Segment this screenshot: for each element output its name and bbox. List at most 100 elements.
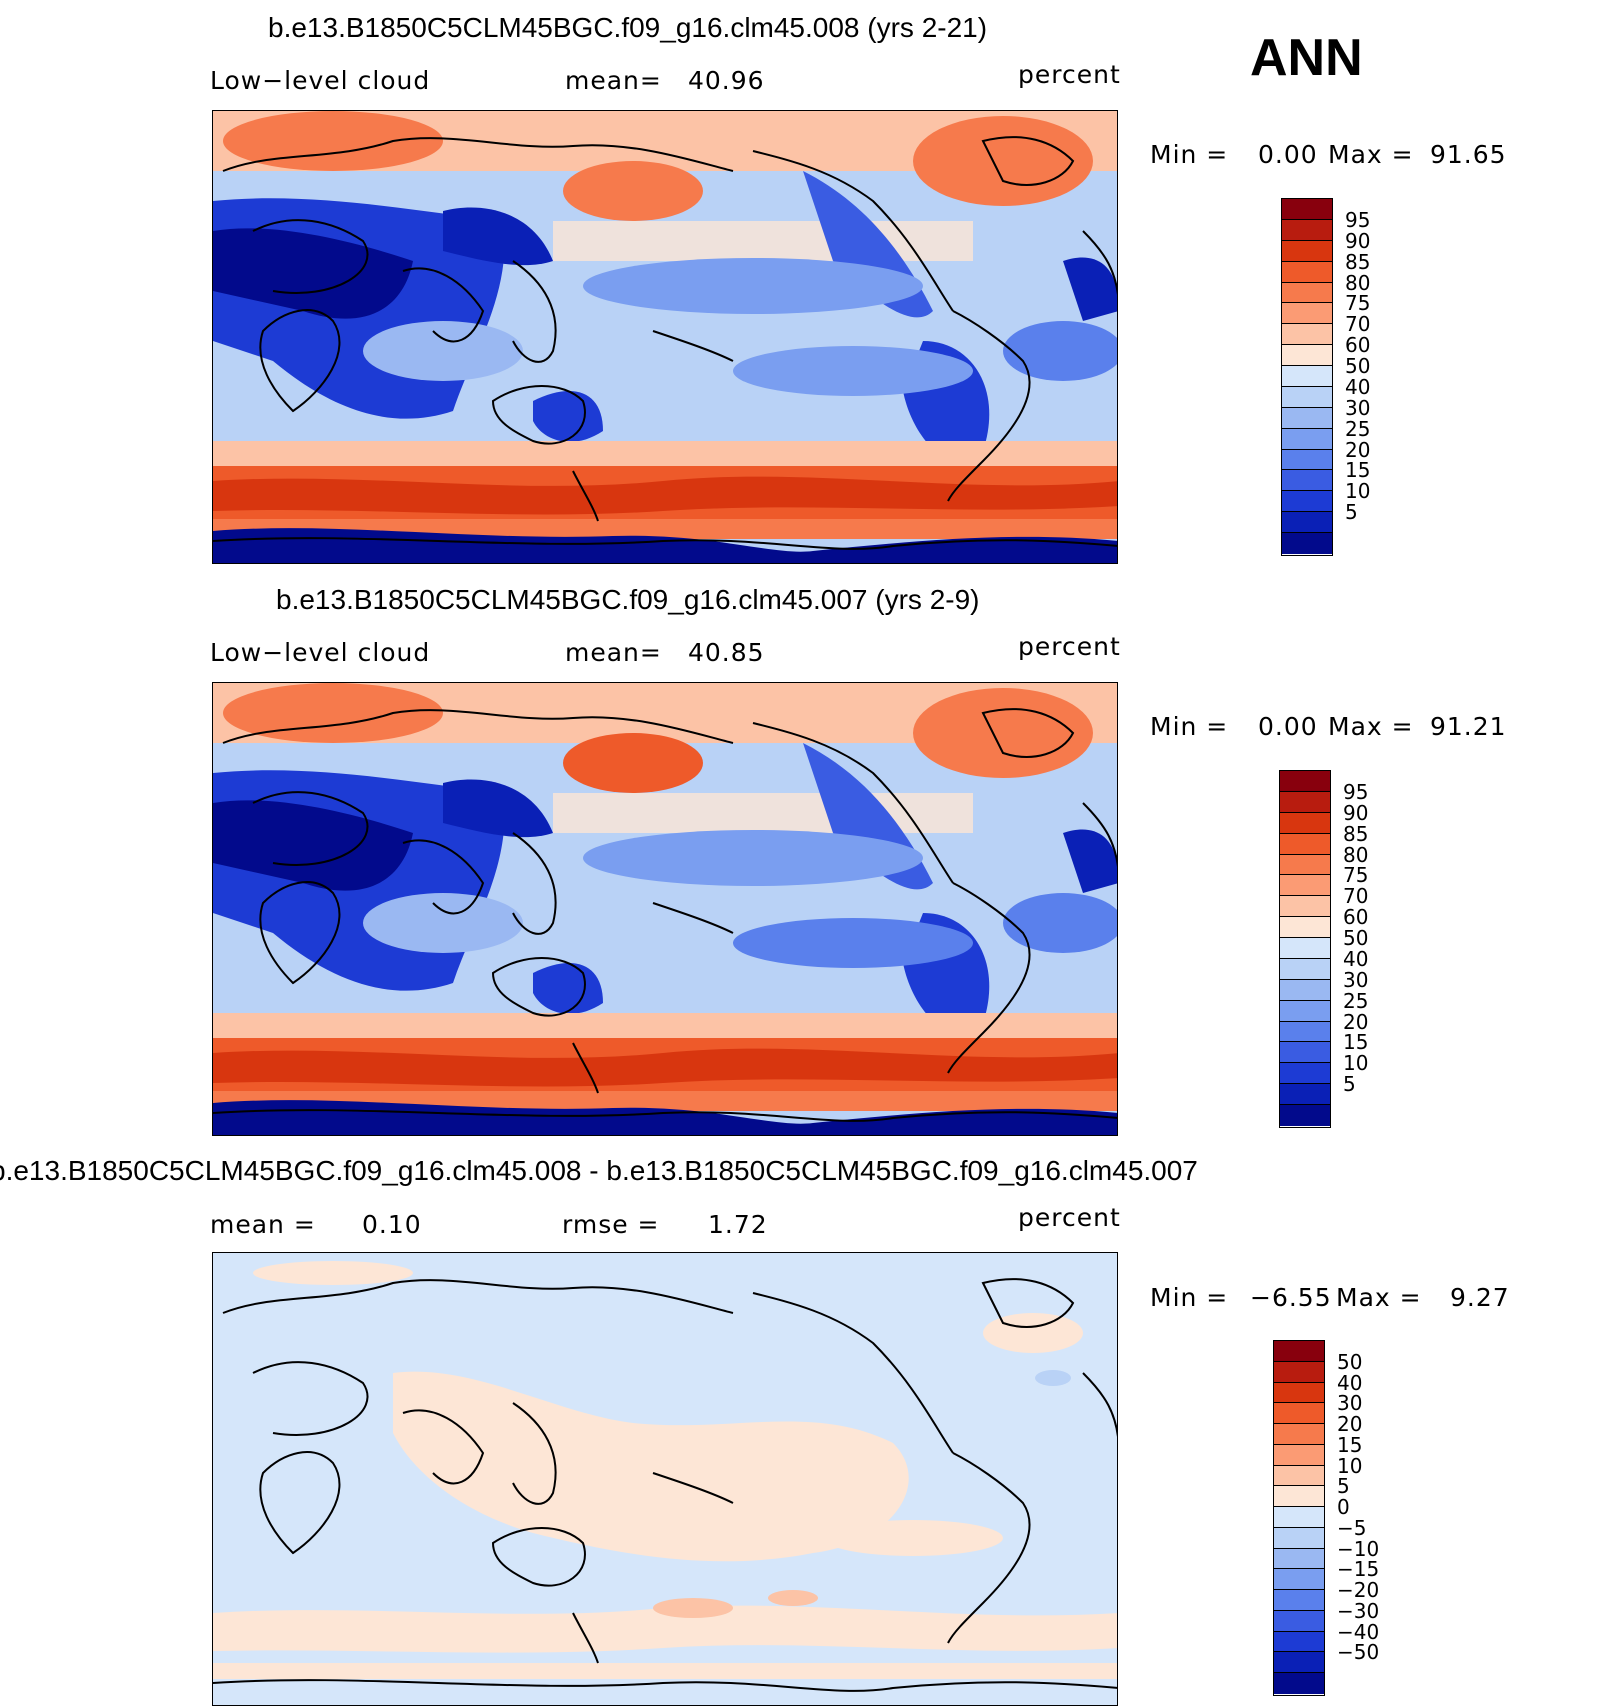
colorbar-swatch [1282, 303, 1332, 325]
colorbar-tick-label: 80 [1345, 270, 1371, 295]
colorbar-swatch [1282, 282, 1332, 304]
colorbar-swatch [1282, 533, 1332, 554]
colorbar-tick-label: −20 [1337, 1578, 1380, 1603]
colorbar-tick-label: −50 [1337, 1640, 1380, 1665]
colorbar-tick-label: 95 [1345, 207, 1371, 232]
colorbar-swatch [1282, 240, 1332, 262]
panel2-field-label: Low−level cloud [210, 638, 431, 667]
colorbar-swatch [1280, 833, 1330, 855]
colorbar-swatch [1280, 791, 1330, 813]
panel2-min-label: Min = [1150, 712, 1229, 741]
colorbar-tick-label: 20 [1345, 437, 1371, 462]
colorbar-tick-label: 40 [1345, 374, 1371, 399]
colorbar-tick-label: 85 [1343, 821, 1369, 846]
colorbar-swatch [1280, 917, 1330, 938]
colorbar-swatch [1274, 1403, 1324, 1424]
colorbar-tick-label: 50 [1343, 926, 1369, 951]
colorbar-tick-label: 40 [1343, 946, 1369, 971]
panel1-min-value: 0.00 [1258, 140, 1318, 169]
colorbar-swatch [1280, 979, 1330, 1001]
panel3-mean-value: 0.10 [362, 1210, 422, 1239]
colorbar-swatch [1282, 512, 1332, 533]
colorbar-swatch [1274, 1382, 1324, 1404]
colorbar-swatch [1274, 1673, 1324, 1694]
panel2-max-label: Max = [1328, 712, 1414, 741]
colorbar-swatch [1282, 324, 1332, 346]
colorbar-tick-label: 25 [1345, 416, 1371, 441]
panel3-rmse-value: 1.72 [708, 1210, 768, 1239]
colorbar-swatch [1274, 1444, 1324, 1466]
colorbar-swatch [1282, 407, 1332, 429]
panel3-mean-label: mean = [210, 1210, 316, 1239]
panel1-map [212, 110, 1118, 564]
colorbar-swatch [1282, 386, 1332, 408]
colorbar-swatch [1274, 1569, 1324, 1590]
panel1-field-label: Low−level cloud [210, 66, 431, 95]
colorbar-swatch [1274, 1424, 1324, 1445]
panel1-units: percent [1018, 60, 1121, 89]
colorbar-tick-label: 30 [1345, 395, 1371, 420]
colorbar-swatch [1280, 875, 1330, 897]
colorbar-swatch [1280, 958, 1330, 980]
colorbar-tick-label: 40 [1337, 1370, 1363, 1395]
panel2-map [212, 682, 1118, 1136]
colorbar-swatch [1280, 854, 1330, 876]
colorbar-swatch [1280, 1084, 1330, 1105]
panel2-mean-value: 40.85 [688, 638, 765, 667]
colorbar-tick-label: 50 [1337, 1349, 1363, 1374]
colorbar-tick-label: −40 [1337, 1619, 1380, 1644]
panel1-mean-value: 40.96 [688, 66, 765, 95]
colorbar-swatch [1274, 1590, 1324, 1611]
panel2-mean-label: mean= [565, 638, 662, 667]
colorbar-tick-label: 5 [1337, 1474, 1350, 1499]
panel1-max-value: 91.65 [1430, 140, 1507, 169]
colorbar-swatch [1274, 1527, 1324, 1549]
colorbar-swatch [1280, 1021, 1330, 1043]
panel3-max-label: Max = [1336, 1283, 1422, 1312]
panel1-max-label: Max = [1328, 140, 1414, 169]
colorbar-swatch [1274, 1341, 1324, 1362]
colorbar-swatch [1274, 1486, 1324, 1507]
panel3-min-value: −6.55 [1250, 1283, 1332, 1312]
colorbar-tick-label: 10 [1345, 479, 1371, 504]
colorbar-swatch [1280, 1000, 1330, 1022]
colorbar-tick-label: 30 [1337, 1391, 1363, 1416]
colorbar-tick-label: 0 [1337, 1495, 1350, 1520]
colorbar-tick-label: 85 [1345, 249, 1371, 274]
colorbar-swatch [1282, 199, 1332, 220]
panel3-title: b.e13.B1850C5CLM45BGC.f09_g16.clm45.008 … [0, 1155, 1198, 1186]
colorbar-tick-label: 20 [1337, 1412, 1363, 1437]
colorbar-swatch [1280, 1042, 1330, 1064]
panel3-max-value: 9.27 [1450, 1283, 1510, 1312]
colorbar-tick-label: 90 [1345, 228, 1371, 253]
colorbar-tick-label: 70 [1345, 312, 1371, 337]
colorbar-tick-label: 20 [1343, 1009, 1369, 1034]
colorbar-swatch [1282, 449, 1332, 471]
colorbar-tick-label: −10 [1337, 1536, 1380, 1561]
season-label: ANN [1250, 29, 1363, 87]
colorbar-tick-label: 95 [1343, 779, 1369, 804]
colorbar-swatch [1274, 1548, 1324, 1570]
colorbar-swatch [1274, 1465, 1324, 1487]
colorbar-swatch [1274, 1631, 1324, 1653]
colorbar-swatch [1282, 261, 1332, 283]
colorbar-tick-label: 5 [1345, 500, 1358, 525]
panel3-min-label: Min = [1150, 1283, 1229, 1312]
colorbar-swatch [1280, 771, 1330, 792]
panel2-colorbar [1279, 770, 1331, 1128]
panel1-colorbar [1281, 198, 1333, 556]
colorbar-tick-label: 30 [1343, 967, 1369, 992]
panel1-title: b.e13.B1850C5CLM45BGC.f09_g16.clm45.008 … [268, 12, 988, 43]
colorbar-swatch [1282, 345, 1332, 366]
panel3-units: percent [1018, 1203, 1121, 1232]
colorbar-tick-label: 15 [1343, 1030, 1369, 1055]
colorbar-swatch [1282, 470, 1332, 492]
colorbar-tick-label: 50 [1345, 354, 1371, 379]
colorbar-tick-label: 90 [1343, 800, 1369, 825]
colorbar-swatch [1280, 812, 1330, 834]
panel2-title: b.e13.B1850C5CLM45BGC.f09_g16.clm45.007 … [276, 584, 980, 615]
panel1-mean-label: mean= [565, 66, 662, 95]
panel3-map [212, 1252, 1118, 1706]
colorbar-tick-label: 15 [1345, 458, 1371, 483]
colorbar-tick-label: 75 [1343, 863, 1369, 888]
